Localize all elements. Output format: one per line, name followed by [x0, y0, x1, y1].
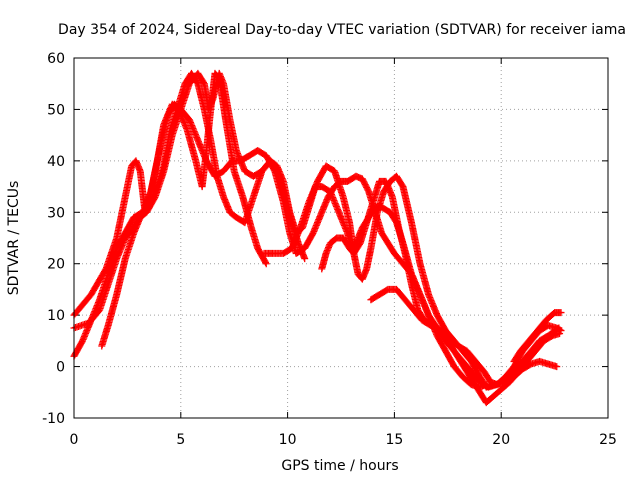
x-tick-label: 0	[70, 432, 79, 448]
y-tick-label: 40	[47, 154, 65, 170]
data-point	[553, 363, 561, 371]
axis-ticks: -10 0 10 20 30 40 50 60 0 5 10 15 20 25	[42, 51, 617, 448]
data-point	[301, 255, 309, 263]
grid	[74, 58, 608, 418]
y-tick-label: 60	[47, 51, 65, 67]
y-tick-label: -10	[42, 411, 65, 427]
y-tick-label: 20	[47, 257, 65, 273]
data-point	[262, 258, 270, 266]
y-axis-label: SDTVAR / TECUs	[6, 181, 22, 296]
y-tick-label: 30	[47, 205, 65, 221]
series-track-3	[70, 100, 490, 391]
data-point	[556, 330, 564, 338]
chart-title: Day 354 of 2024, Sidereal Day-to-day VTE…	[58, 22, 626, 38]
x-tick-label: 20	[492, 432, 510, 448]
y-tick-label: 50	[47, 102, 65, 118]
x-tick-label: 10	[279, 432, 297, 448]
x-axis-label: GPS time / hours	[281, 458, 398, 474]
data-point	[262, 260, 270, 268]
data-point	[557, 309, 565, 317]
x-tick-label: 25	[599, 432, 617, 448]
plot-frame	[73, 57, 609, 419]
series-track-7	[367, 285, 565, 407]
data-point	[555, 324, 563, 332]
x-tick-label: 15	[385, 432, 403, 448]
series-track-6	[318, 177, 561, 389]
y-tick-label: 10	[47, 308, 65, 324]
y-tick-label: 0	[56, 360, 65, 376]
x-tick-label: 5	[176, 432, 185, 448]
plot-area	[70, 69, 565, 407]
